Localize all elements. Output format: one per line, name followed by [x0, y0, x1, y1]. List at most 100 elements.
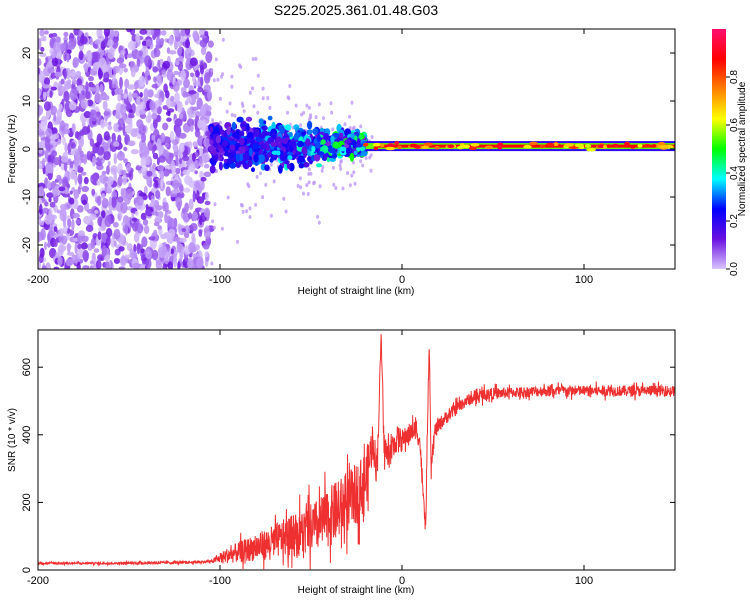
- spectrogram-point: [64, 142, 68, 153]
- spectrogram-point: [307, 105, 311, 110]
- spectrogram-ytick-label: -10: [21, 189, 33, 205]
- spectrogram-point: [70, 254, 78, 264]
- spectrogram-point: [66, 52, 70, 63]
- spectrogram-point: [145, 155, 151, 166]
- snr-xtick-label: -100: [209, 575, 231, 587]
- snr-axes: -200 -100 0 100 0 200 400 600: [21, 330, 675, 587]
- spectrogram-point: [204, 30, 209, 37]
- spectrogram-point: [184, 175, 192, 186]
- spectrogram-point: [38, 67, 41, 75]
- spectrogram-point: [46, 192, 55, 198]
- spectrogram-point: [77, 173, 83, 185]
- spectrogram-point: [338, 132, 344, 139]
- spectrogram-point: [253, 154, 259, 163]
- spectrogram-point: [165, 111, 171, 116]
- spectrogram-point: [112, 221, 119, 228]
- spectrogram-point: [118, 246, 125, 252]
- spectrogram-point: [71, 70, 76, 77]
- spectrogram-point: [57, 209, 60, 214]
- spectrogram-point: [120, 202, 128, 214]
- spectrogram-point: [69, 197, 75, 205]
- tone-point: [637, 144, 643, 148]
- spectrogram-point: [76, 78, 83, 87]
- spectrogram-point: [139, 113, 147, 119]
- spectrogram-point: [63, 31, 69, 37]
- spectrogram-point: [317, 220, 321, 225]
- spectrogram-point: [38, 198, 43, 205]
- spectrogram-point: [39, 203, 43, 215]
- spectrogram-point: [97, 231, 102, 241]
- spectrogram-point: [188, 90, 197, 95]
- spectrogram-point: [262, 150, 267, 155]
- spectrogram-point: [105, 227, 113, 238]
- spectrogram-point: [321, 145, 329, 154]
- spectrogram-point: [261, 143, 267, 150]
- spectrogram-point: [320, 139, 326, 145]
- spectrogram-point: [155, 190, 161, 200]
- spectrogram-point: [202, 118, 206, 131]
- spectrogram-point: [130, 67, 136, 78]
- spectrogram-point: [63, 161, 68, 172]
- spectrogram-point: [59, 120, 66, 132]
- spectrogram-point: [183, 78, 190, 89]
- spectrogram-point: [261, 125, 268, 131]
- tone-point: [385, 146, 396, 151]
- spectrogram-point: [173, 70, 180, 76]
- spectrogram-point: [90, 174, 98, 185]
- spectrogram-point: [189, 223, 198, 232]
- spectrogram-point: [71, 123, 76, 133]
- spectrogram-point: [99, 83, 104, 94]
- spectrogram-point: [48, 230, 56, 236]
- snr-ylabel: SNR (10 * v/v): [7, 408, 18, 472]
- spectrogram-point: [86, 150, 92, 161]
- spectrogram-point: [172, 188, 180, 194]
- spectrogram-point: [255, 136, 263, 143]
- spectrogram-point: [153, 144, 157, 152]
- spectrogram-point: [242, 160, 247, 169]
- spectrogram-point: [204, 200, 211, 206]
- spectrogram-point: [90, 87, 98, 92]
- spectrogram-point: [230, 84, 234, 89]
- tone-point: [545, 142, 555, 147]
- spectrogram-point: [47, 61, 53, 68]
- spectrogram-point: [230, 74, 234, 79]
- spectrogram-point: [120, 188, 124, 197]
- spectrogram-point: [364, 156, 368, 161]
- spectrogram-point: [242, 109, 246, 114]
- spectrogram-point: [78, 50, 84, 61]
- tone-point: [523, 144, 532, 149]
- spectrogram-point: [50, 180, 55, 190]
- tone-point: [379, 143, 385, 148]
- spectrogram-point: [59, 43, 67, 51]
- spectrogram-point: [113, 258, 121, 264]
- spectrogram-point: [145, 249, 152, 260]
- spectrogram-point: [164, 142, 169, 148]
- spectrogram-point: [144, 55, 152, 67]
- spectrogram-point: [101, 170, 107, 175]
- spectrogram-point: [134, 211, 139, 216]
- spectrogram-point: [93, 248, 100, 253]
- spectrogram-point: [185, 46, 191, 55]
- spectrogram-point: [140, 248, 145, 254]
- spectrogram-marks: [38, 29, 675, 269]
- spectrogram-point: [162, 60, 171, 69]
- tone-point: [456, 145, 465, 150]
- spectrogram-point: [154, 215, 161, 223]
- tone-point: [373, 146, 379, 151]
- spectrogram-point: [223, 158, 228, 163]
- spectrogram-point: [123, 146, 128, 152]
- spectrogram-point: [150, 198, 155, 207]
- tone-point: [651, 144, 657, 148]
- spectrogram-point: [85, 224, 94, 233]
- spectrogram-point: [94, 93, 103, 104]
- spectrogram-point: [96, 180, 101, 186]
- spectrogram-point: [75, 70, 82, 78]
- spectrogram-point: [220, 74, 223, 79]
- spectrogram-point: [208, 145, 215, 152]
- spectrogram-point: [142, 170, 146, 176]
- snr-xtick-label: 100: [575, 575, 593, 587]
- spectrogram-point: [77, 243, 82, 250]
- spectrogram-point: [279, 153, 287, 162]
- spectrogram-point: [183, 110, 187, 121]
